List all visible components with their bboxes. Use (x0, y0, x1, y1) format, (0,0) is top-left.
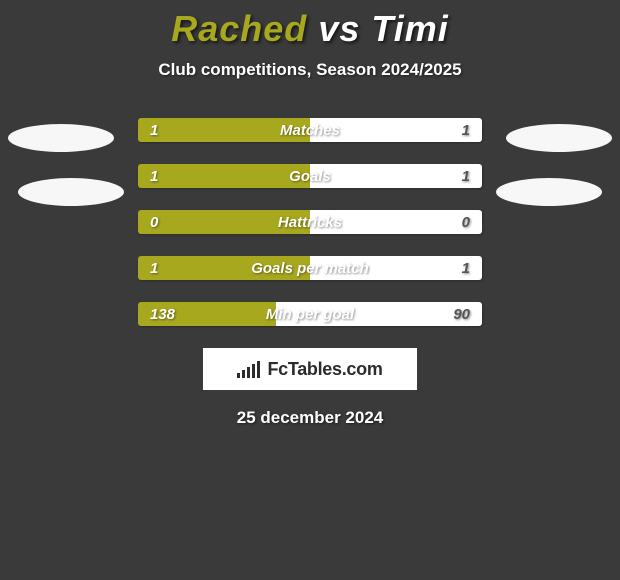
stat-value-left: 1 (150, 122, 158, 139)
decorative-ellipse (18, 178, 124, 206)
stat-row: 1 Matches 1 (138, 118, 482, 142)
stat-value-left: 1 (150, 168, 158, 185)
comparison-container: Rached vs Timi Club competitions, Season… (0, 0, 620, 580)
stat-value-right: 1 (462, 260, 470, 277)
subtitle: Club competitions, Season 2024/2025 (0, 60, 620, 80)
stat-labels: 1 Matches 1 (138, 118, 482, 142)
decorative-ellipse (506, 124, 612, 152)
decorative-ellipse (496, 178, 602, 206)
decorative-ellipse (8, 124, 114, 152)
logo-box: FcTables.com (203, 348, 417, 390)
bars-icon (237, 360, 260, 378)
player-right-name: Timi (371, 8, 448, 49)
stat-value-left: 0 (150, 214, 158, 231)
stat-labels: 0 Hattricks 0 (138, 210, 482, 234)
page-title: Rached vs Timi (0, 0, 620, 50)
stat-row: 138 Min per goal 90 (138, 302, 482, 326)
stat-row: 1 Goals per match 1 (138, 256, 482, 280)
stat-value-left: 138 (150, 306, 175, 323)
stat-value-right: 1 (462, 122, 470, 139)
stat-value-right: 1 (462, 168, 470, 185)
stat-label: Goals per match (251, 260, 369, 277)
stat-label: Matches (280, 122, 340, 139)
stat-labels: 138 Min per goal 90 (138, 302, 482, 326)
stat-label: Goals (289, 168, 331, 185)
stat-labels: 1 Goals per match 1 (138, 256, 482, 280)
stat-row: 1 Goals 1 (138, 164, 482, 188)
title-vs: vs (318, 8, 360, 49)
stat-label: Min per goal (266, 306, 354, 323)
stat-value-left: 1 (150, 260, 158, 277)
date-label: 25 december 2024 (0, 408, 620, 428)
stats-list: 1 Matches 1 1 Goals 1 0 Hattricks 0 1 Goals per ma… (138, 118, 482, 326)
player-left-name: Rached (171, 8, 307, 49)
stat-value-right: 0 (462, 214, 470, 231)
stat-labels: 1 Goals 1 (138, 164, 482, 188)
stat-value-right: 90 (453, 306, 470, 323)
logo-text: FcTables.com (267, 359, 382, 380)
stat-row: 0 Hattricks 0 (138, 210, 482, 234)
stat-label: Hattricks (278, 214, 342, 231)
